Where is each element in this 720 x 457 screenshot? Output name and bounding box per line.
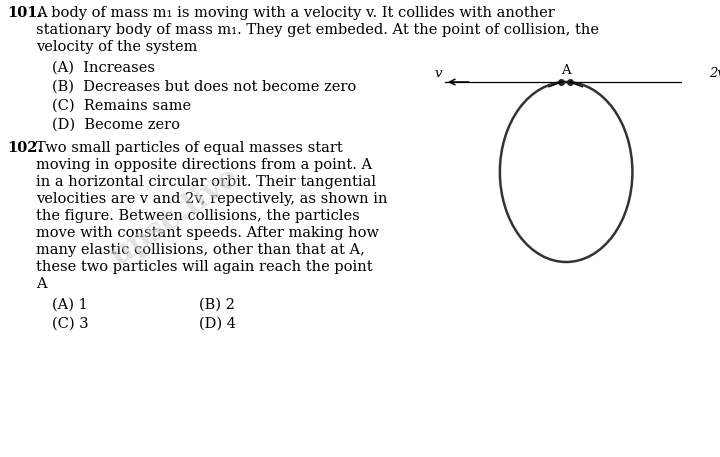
Text: (D)  Become zero: (D) Become zero	[52, 118, 180, 132]
Text: 2v: 2v	[709, 67, 720, 80]
Text: (B)  Decreases but does not become zero: (B) Decreases but does not become zero	[52, 80, 356, 94]
Text: velocity of the system: velocity of the system	[36, 40, 197, 54]
Text: A: A	[36, 277, 47, 291]
Text: upsc.live: upsc.live	[105, 161, 246, 273]
Text: (C) 3: (C) 3	[52, 317, 89, 331]
Text: 102.: 102.	[8, 141, 43, 155]
Text: in a horizontal circular orbit. Their tangential: in a horizontal circular orbit. Their ta…	[36, 175, 376, 189]
Text: 101.: 101.	[8, 6, 43, 20]
Text: move with constant speeds. After making how: move with constant speeds. After making …	[36, 226, 379, 240]
Text: (B) 2: (B) 2	[199, 298, 235, 312]
Text: (D) 4: (D) 4	[199, 317, 236, 331]
Text: (A) 1: (A) 1	[52, 298, 88, 312]
Text: (C)  Remains same: (C) Remains same	[52, 99, 192, 113]
Text: v: v	[435, 67, 442, 80]
Text: moving in opposite directions from a point. A: moving in opposite directions from a poi…	[36, 158, 372, 172]
Text: A body of mass m₁ is moving with a velocity v. It collides with another: A body of mass m₁ is moving with a veloc…	[36, 6, 554, 20]
Text: velocities are v and 2v, repectively, as shown in: velocities are v and 2v, repectively, as…	[36, 192, 387, 206]
Text: (A)  Increases: (A) Increases	[52, 61, 155, 75]
Text: these two particles will again reach the point: these two particles will again reach the…	[36, 260, 373, 274]
Text: stationary body of mass m₁. They get embeded. At the point of collision, the: stationary body of mass m₁. They get emb…	[36, 23, 599, 37]
Text: the figure. Between collisions, the particles: the figure. Between collisions, the part…	[36, 209, 360, 223]
Text: A: A	[562, 64, 571, 77]
Text: Two small particles of equal masses start: Two small particles of equal masses star…	[36, 141, 343, 155]
Text: many elastic collisions, other than that at A,: many elastic collisions, other than that…	[36, 243, 365, 257]
